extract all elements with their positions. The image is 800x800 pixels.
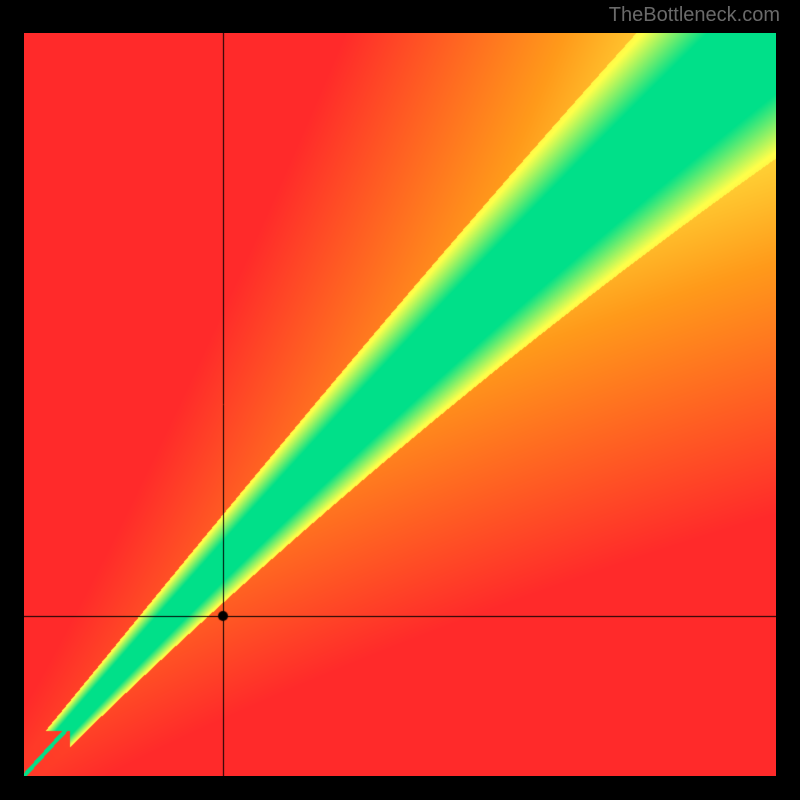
watermark-text: TheBottleneck.com: [609, 4, 780, 27]
heatmap-plot: [24, 33, 776, 776]
heatmap-canvas: [24, 33, 776, 776]
chart-container: TheBottleneck.com: [0, 0, 800, 800]
